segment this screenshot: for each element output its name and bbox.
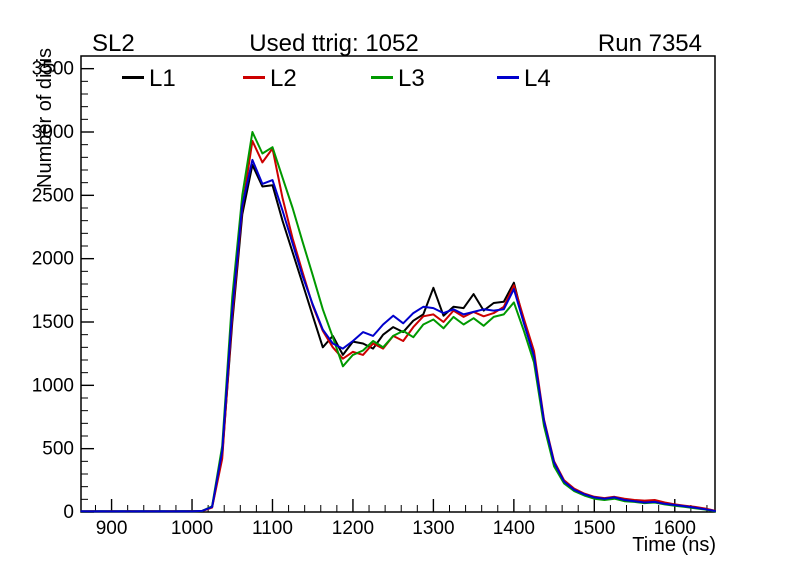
x-tick-label: 1100 [252,518,293,539]
x-tick-label: 1000 [171,518,213,539]
series-line-L2 [80,139,716,513]
x-axis-title: Time (ns) [632,534,716,556]
pad-title-superlayer: SL2 [92,30,135,57]
x-tick-label: 1200 [332,518,374,539]
y-tick-label: 2000 [32,249,74,270]
x-tick-label: 1400 [493,518,535,539]
x-tick-label: 900 [96,518,128,539]
pad-title-run: Run 7354 [597,30,702,57]
y-tick-label: 2500 [32,185,74,206]
pad-title-ttrig: Used ttrig: 1052 [249,30,419,57]
x-tick-label: 1600 [654,518,696,539]
legend-label-L1: L1 [149,65,176,92]
y-tick-label: 1000 [32,375,74,396]
legend-label-L4: L4 [524,65,551,92]
y-tick-label: 500 [42,439,74,460]
y-tick-label: 3500 [32,59,74,80]
y-tick-label: 0 [63,502,74,523]
series-line-L3 [80,131,716,513]
legend-label-L3: L3 [398,65,425,92]
y-tick-label: 3000 [32,122,74,143]
x-tick-label: 1300 [412,518,454,539]
legend-label-L2: L2 [270,65,297,92]
plot-frame [80,55,716,513]
x-tick-label: 1500 [573,518,615,539]
y-tick-label: 1500 [32,312,74,333]
series-line-L4 [80,158,716,513]
